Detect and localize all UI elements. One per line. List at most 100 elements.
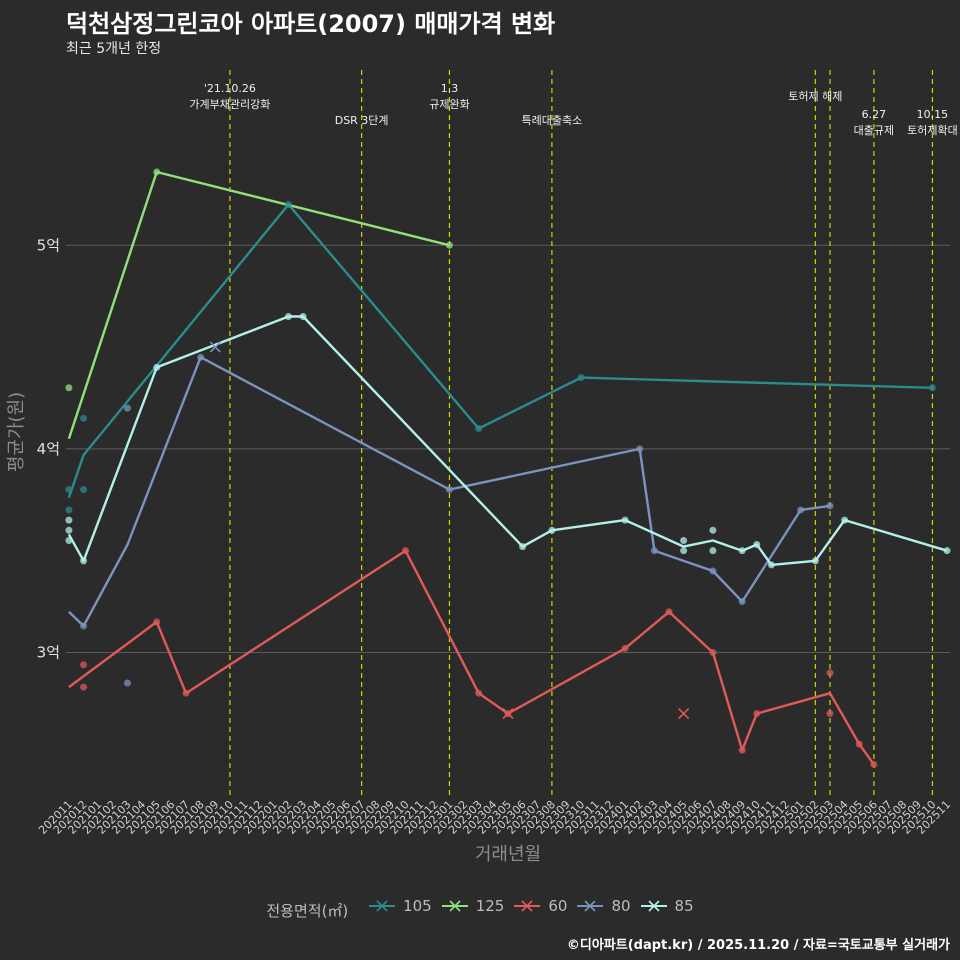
- x-axis-title: 거래년월: [475, 844, 541, 865]
- point-80: [797, 506, 805, 514]
- point-85: [709, 526, 717, 534]
- event-label: 1.3: [441, 82, 459, 95]
- point-60: [402, 547, 410, 555]
- legend-label: 105: [403, 897, 432, 915]
- y-axis: 3억 4억 5억: [37, 236, 60, 661]
- point-80: [636, 445, 644, 453]
- point-85: [519, 543, 527, 551]
- event-label: 토허제 해제: [788, 89, 842, 103]
- legend-key-85: [640, 900, 667, 912]
- point-60: [153, 618, 161, 626]
- point-60: [709, 648, 717, 656]
- point-60: [80, 661, 88, 669]
- point-85: [841, 516, 849, 524]
- point-85: [153, 363, 161, 371]
- point-85: [284, 313, 292, 321]
- point-80: [738, 598, 746, 606]
- point-80: [826, 502, 834, 510]
- point-105: [80, 414, 88, 422]
- legend-key-80: [577, 900, 604, 912]
- point-85: [65, 516, 73, 524]
- legend-label: 80: [611, 897, 631, 915]
- cross-60: [502, 708, 514, 720]
- point-60: [738, 746, 746, 754]
- point-105: [80, 486, 88, 494]
- y-tick-label: 4억: [37, 440, 60, 458]
- point-85: [680, 547, 688, 555]
- cross-80: [209, 341, 221, 353]
- legend-key-60: [514, 900, 541, 912]
- legend-item-60: 60: [512, 896, 567, 916]
- point-85: [811, 557, 819, 565]
- point-85: [680, 536, 688, 544]
- point-60: [621, 644, 629, 652]
- chart-title: 덕천삼정그린코아 아파트(2007) 매매가격 변화: [66, 10, 556, 38]
- point-60: [665, 608, 673, 616]
- series-line-105: [67, 203, 933, 499]
- point-80: [445, 486, 453, 494]
- point-60: [182, 689, 190, 697]
- chart-subtitle: 최근 5개년 한정: [66, 41, 162, 57]
- point-80: [197, 353, 205, 361]
- legend: 전용면적(㎡) 105 125 60 80 85: [0, 896, 960, 921]
- point-60: [826, 669, 834, 677]
- legend-key-125: [441, 900, 468, 912]
- legend-label: 60: [548, 897, 568, 915]
- legend-label: 125: [475, 897, 505, 915]
- legend-label: 85: [674, 897, 694, 915]
- point-125: [65, 384, 73, 392]
- y-tick-label: 5억: [37, 236, 60, 254]
- point-125: [153, 168, 161, 176]
- point-60: [870, 760, 878, 768]
- point-60: [753, 710, 761, 718]
- event-label: '21.10.26: [204, 82, 256, 95]
- point-85: [299, 313, 307, 321]
- point-80: [123, 404, 131, 412]
- point-105: [65, 486, 73, 494]
- point-80: [709, 567, 717, 575]
- series-lines: [67, 170, 948, 766]
- point-85: [767, 561, 775, 569]
- legend-item-105: 105: [367, 896, 432, 916]
- cross-60: [678, 708, 690, 720]
- point-85: [65, 536, 73, 544]
- event-label: 대출규제: [854, 124, 894, 137]
- legend-item-85: 85: [639, 896, 694, 916]
- source-caption: ©디아파트(dapt.kr) / 2025.11.20 / 자료=국토교통부 실…: [566, 938, 950, 953]
- point-85: [738, 547, 746, 555]
- y-axis-title: 평균가(원): [6, 392, 27, 472]
- point-105: [928, 384, 936, 392]
- event-label: 6.27: [862, 108, 887, 121]
- event-label: 특례대출축소: [522, 114, 583, 127]
- y-tick-label: 3억: [37, 643, 60, 661]
- point-85: [621, 516, 629, 524]
- legend-key-105: [369, 900, 396, 912]
- point-60: [80, 683, 88, 691]
- legend-title: 전용면적(㎡): [266, 902, 349, 920]
- point-105: [65, 506, 73, 514]
- data-points: [65, 168, 951, 768]
- event-label: 규제완화: [429, 98, 469, 111]
- point-85: [80, 557, 88, 565]
- point-80: [123, 679, 131, 687]
- point-105: [284, 201, 292, 209]
- legend-item-80: 80: [575, 896, 631, 916]
- point-85: [943, 547, 951, 555]
- x-axis: 2020112020122021012021022021032021042021…: [36, 798, 953, 837]
- point-85: [753, 541, 761, 549]
- gridlines: [66, 244, 950, 653]
- point-105: [475, 425, 483, 432]
- point-80: [650, 547, 658, 555]
- series-line-60: [68, 549, 875, 766]
- event-label: 가계부채관리강화: [189, 98, 270, 111]
- point-80: [80, 622, 88, 630]
- point-105: [577, 374, 585, 382]
- point-125: [445, 241, 453, 249]
- point-60: [826, 710, 834, 718]
- point-85: [548, 526, 556, 534]
- series-line-125: [67, 170, 450, 440]
- event-label: 토허제확대: [907, 124, 958, 137]
- event-label: DSR 3단계: [335, 114, 389, 127]
